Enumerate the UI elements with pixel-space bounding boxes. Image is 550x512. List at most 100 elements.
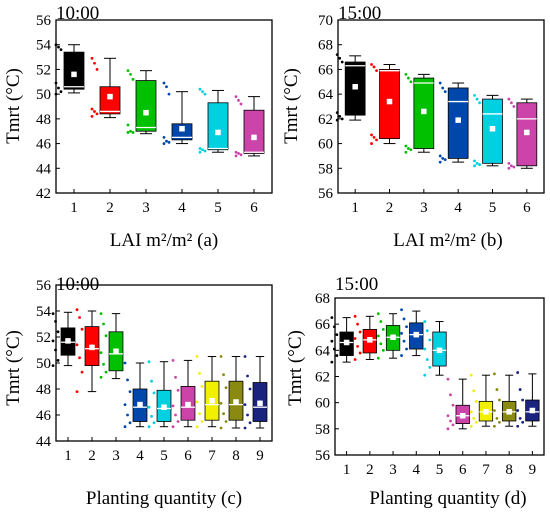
data-point [402,339,406,343]
data-point [171,425,175,429]
data-point [330,360,334,364]
y-tick-label: 64 [315,343,331,359]
data-point [147,360,151,364]
data-point [405,325,408,329]
data-point [239,102,243,106]
panel-c-xlabel: Planting quantity (c) [86,488,242,509]
data-point [518,388,522,391]
mean-marker [529,407,536,414]
panel-b-ylabel: Tmrt (°C) [281,68,302,144]
data-point [147,425,151,429]
data-point [90,114,94,118]
data-point [438,154,442,158]
data-point [93,110,96,113]
y-tick-label: 46 [36,408,52,424]
data-point [330,339,334,343]
y-tick-label: 56 [318,186,334,202]
data-point [162,135,166,139]
x-tick-label: 6 [250,200,258,216]
data-point [404,144,408,148]
mean-marker [137,401,143,408]
data-point [167,92,171,96]
data-point [473,164,476,168]
data-point [51,364,55,367]
data-point [370,63,373,66]
x-tick-label: 5 [160,448,168,464]
mean-marker [107,93,113,100]
mean-marker [143,109,149,116]
y-tick-label: 52 [36,62,51,78]
data-point [449,419,452,423]
mean-marker [459,413,466,419]
y-tick-label: 60 [315,396,330,412]
data-point [174,413,177,417]
panel-a-ylabel: Tmrt (°C) [3,68,24,144]
data-point [54,92,58,96]
data-point [123,425,127,429]
data-point [400,331,403,335]
data-point [123,361,127,365]
data-point [449,393,452,397]
data-point [126,378,129,382]
data-point [375,138,378,142]
data-point [402,317,406,321]
data-point [358,330,362,334]
data-point [443,90,447,94]
data-point [57,45,60,49]
x-tick-label: 3 [142,200,150,216]
x-tick-label: 7 [482,462,490,478]
x-tick-label: 8 [232,448,240,464]
data-point [376,312,380,316]
data-point [376,334,380,338]
data-point [474,399,478,403]
data-point [498,420,501,424]
y-tick-label: 66 [318,62,334,78]
data-point [512,165,516,169]
panel-d-title: 15:00 [335,274,378,295]
x-tick-label: 2 [386,200,394,216]
y-tick-label: 68 [315,291,330,307]
data-point [516,424,520,428]
data-point [446,414,450,418]
data-point [234,154,238,158]
data-point [409,148,413,152]
data-point [198,372,201,375]
data-point [56,330,60,334]
data-point [493,372,496,376]
y-tick-label: 54 [36,304,52,320]
data-point [150,414,153,418]
data-point [200,420,204,423]
data-point [379,342,383,346]
x-tick-label: 5 [436,462,444,478]
data-point [443,158,447,162]
data-point [90,56,94,60]
mean-marker [524,129,530,136]
data-point [400,354,403,357]
mean-marker [113,348,119,355]
data-point [507,166,511,170]
y-tick-label: 56 [36,13,52,29]
x-tick-label: 4 [454,200,462,216]
x-tick-label: 6 [184,448,192,464]
y-tick-label: 58 [315,422,330,438]
data-point [131,77,135,81]
data-point [495,416,499,420]
panel-a-title: 10:00 [56,3,99,24]
data-point [162,81,166,85]
data-point [381,328,385,331]
data-point [171,404,175,408]
data-point [353,358,357,361]
data-point [451,423,455,427]
panel-d: 15:00 Planting quantity (d) Tmrt (°C) 56… [285,274,545,509]
data-point [123,403,127,406]
data-point [425,329,429,333]
y-tick-label: 50 [36,87,51,103]
y-tick-label: 62 [318,112,333,128]
data-point [59,90,63,94]
data-point [75,343,79,347]
box [447,87,469,159]
data-point [198,147,202,150]
data-point [353,314,357,318]
data-point [332,347,336,351]
